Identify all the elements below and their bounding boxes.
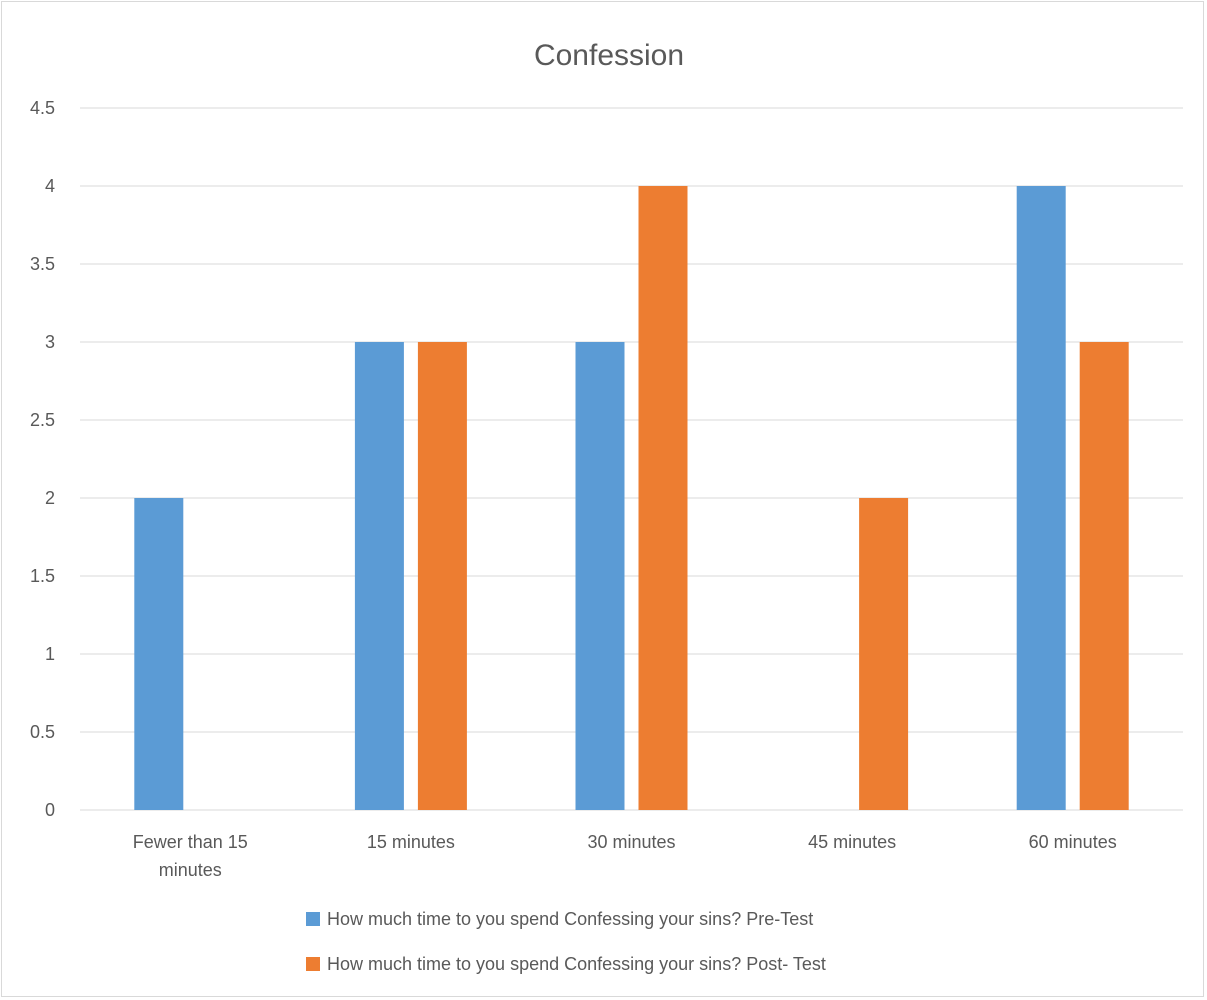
- bar-series-1-cat-4: [1079, 342, 1129, 810]
- y-tick-label: 1: [45, 644, 55, 664]
- bar-series-0-cat-4: [1016, 186, 1066, 810]
- y-tick-label: 1.5: [30, 566, 55, 586]
- bars: [134, 186, 1129, 810]
- x-axis-categories: Fewer than 15 minutes 15 minutes 30 minutes…: [133, 832, 1117, 880]
- x-category-label: minutes: [159, 860, 222, 880]
- bar-series-1-cat-2: [638, 186, 688, 810]
- x-category-label: 45 minutes: [808, 832, 896, 852]
- bar-series-1-cat-3: [859, 498, 909, 810]
- bar-series-0-cat-1: [354, 342, 404, 810]
- y-tick-label: 4.5: [30, 98, 55, 118]
- y-tick-label: 2: [45, 488, 55, 508]
- x-category-label: Fewer than 15: [133, 832, 248, 852]
- legend-swatch-0: [306, 912, 320, 926]
- x-category-label: 60 minutes: [1029, 832, 1117, 852]
- y-tick-label: 0: [45, 800, 55, 820]
- x-category-label: 15 minutes: [367, 832, 455, 852]
- bar-series-1-cat-1: [417, 342, 467, 810]
- y-axis-ticks: 0 0.5 1 1.5 2 2.5 3 3.5 4 4.5: [30, 98, 55, 820]
- y-tick-label: 4: [45, 176, 55, 196]
- legend-label-1: How much time to you spend Confessing yo…: [327, 954, 826, 974]
- y-tick-label: 3.5: [30, 254, 55, 274]
- gridlines: [80, 107, 1183, 811]
- legend-label-0: How much time to you spend Confessing yo…: [327, 909, 813, 929]
- y-tick-label: 0.5: [30, 722, 55, 742]
- legend: How much time to you spend Confessing yo…: [306, 909, 826, 974]
- y-tick-label: 2.5: [30, 410, 55, 430]
- bar-series-0-cat-0: [134, 498, 184, 810]
- x-category-label: 30 minutes: [587, 832, 675, 852]
- chart-title: Confession: [534, 39, 684, 72]
- y-tick-label: 3: [45, 332, 55, 352]
- bar-series-0-cat-2: [575, 342, 625, 810]
- legend-swatch-1: [306, 957, 320, 971]
